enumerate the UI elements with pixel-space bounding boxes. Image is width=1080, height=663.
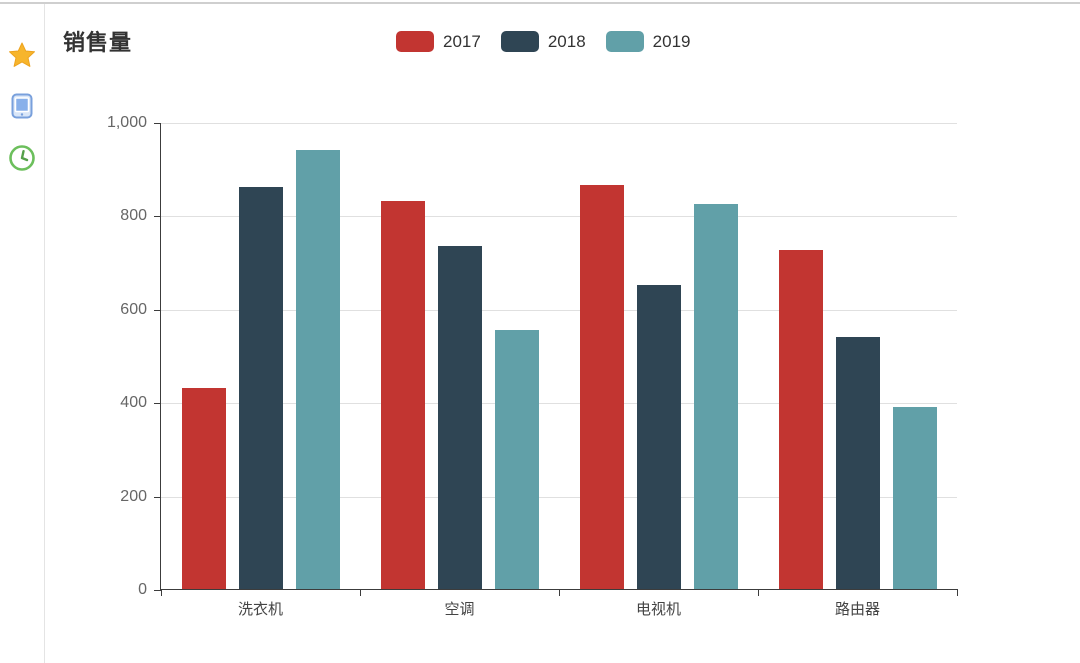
bar-2019[interactable] <box>693 203 738 589</box>
gridline <box>161 123 957 124</box>
legend-label: 2018 <box>547 31 586 51</box>
bar-2019[interactable] <box>892 406 937 589</box>
y-axis-tick <box>154 309 161 311</box>
gridline <box>161 309 957 311</box>
bar-2018[interactable] <box>636 285 681 589</box>
y-axis-tick <box>154 590 161 591</box>
bar-2018[interactable] <box>238 187 283 589</box>
bar-2017[interactable] <box>181 388 226 589</box>
top-divider <box>0 2 1080 4</box>
clock-icon[interactable] <box>8 144 36 172</box>
legend-label: 2019 <box>652 31 691 51</box>
x-axis-tick <box>957 589 958 596</box>
x-category-label: 电视机 <box>635 601 681 618</box>
clock-glyph <box>9 145 35 171</box>
y-axis-tick <box>154 216 161 218</box>
x-category-label: 洗衣机 <box>237 601 283 618</box>
legend-item-2018[interactable]: 2018 <box>500 31 586 52</box>
y-tick-label: 400 <box>120 394 147 412</box>
legend-item-2019[interactable]: 2019 <box>605 31 691 52</box>
plot-area: 0 200 400 600 800 1,000 洗衣机 空调 电视机 路由器 <box>107 114 958 618</box>
star-glyph <box>9 42 35 67</box>
legend-label: 2017 <box>443 31 481 51</box>
chart-legend: 2017 2018 2019 <box>396 31 690 52</box>
gridline <box>161 216 957 218</box>
y-tick-label: 0 <box>138 581 147 598</box>
x-axis-tick <box>758 589 759 596</box>
device-tablet-icon[interactable] <box>8 92 36 120</box>
y-axis-tick <box>154 496 161 498</box>
bar-group <box>559 123 758 589</box>
bar-2019[interactable] <box>494 329 539 589</box>
left-toolbar <box>0 4 45 663</box>
legend-swatch <box>605 31 644 52</box>
y-tick-label: 200 <box>120 487 147 505</box>
tablet-glyph <box>11 93 33 119</box>
legend-item-2017[interactable]: 2017 <box>396 31 481 52</box>
x-axis-tick <box>559 589 560 596</box>
bar-2017[interactable] <box>778 250 823 589</box>
y-tick-label: 600 <box>120 300 147 318</box>
x-axis-tick <box>360 589 361 596</box>
bar-group <box>758 123 957 589</box>
favorite-star-icon[interactable] <box>8 41 36 69</box>
bar-2018[interactable] <box>437 245 482 589</box>
y-axis-tick <box>154 403 161 405</box>
y-tick-label: 1,000 <box>106 114 147 131</box>
chart-title: 销售量 <box>63 30 133 55</box>
y-axis-tick <box>154 123 161 124</box>
x-category-label: 空调 <box>444 601 475 618</box>
legend-swatch <box>396 31 434 52</box>
bar-2017[interactable] <box>380 201 425 589</box>
x-axis-tick <box>161 589 162 596</box>
legend-swatch <box>500 31 539 52</box>
bar-group <box>360 123 559 589</box>
bar-group <box>161 123 360 589</box>
x-category-label: 路由器 <box>834 601 880 618</box>
bar-2019[interactable] <box>295 150 340 589</box>
gridline <box>161 403 957 405</box>
bar-2017[interactable] <box>579 185 624 589</box>
y-tick-label: 800 <box>120 207 147 225</box>
gridline <box>161 496 957 498</box>
bar-2018[interactable] <box>835 336 880 589</box>
